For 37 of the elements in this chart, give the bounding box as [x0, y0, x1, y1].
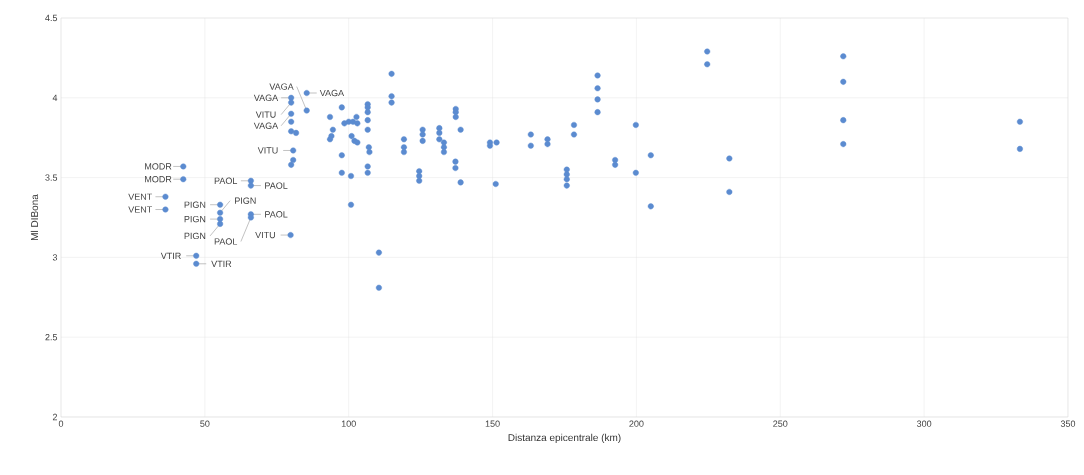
- annotation: VITU: [255, 111, 276, 118]
- annotation: PAOL: [265, 182, 288, 189]
- x-tick-label: 100: [341, 420, 356, 427]
- annotation: VTIR: [160, 252, 181, 259]
- x-tick-label: 200: [629, 420, 644, 427]
- x-tick-label: 300: [916, 420, 932, 427]
- annotation: VAGA: [269, 83, 294, 90]
- y-tick-label: 3.5: [45, 174, 58, 181]
- x-tick-label: 150: [485, 420, 500, 427]
- y-tick-label: 4.5: [45, 14, 58, 22]
- y-tick-label: 3: [52, 254, 58, 261]
- x-axis-title: Distanza epicentrale (km): [508, 433, 621, 444]
- annotation: VTIR: [211, 260, 232, 267]
- annotation: VAGA: [319, 89, 345, 97]
- annotation: VITU: [255, 231, 275, 239]
- annotation: VAGA: [253, 94, 279, 101]
- annotation: MODR: [145, 176, 172, 183]
- annotation: PIGN: [235, 197, 256, 204]
- annotation: PAOL: [214, 177, 238, 184]
- y-tick-label: 4: [52, 94, 58, 101]
- annotation: PAOL: [265, 211, 288, 218]
- y-axis-title: Ml DIBona: [30, 194, 39, 241]
- annotation: PIGN: [184, 215, 206, 223]
- y-tick-label: 2: [52, 413, 58, 421]
- annotation: PIGN: [184, 232, 206, 240]
- x-tick-label: 0: [58, 420, 64, 427]
- x-tick-label: 250: [773, 420, 788, 427]
- x-tick-label: 50: [200, 420, 210, 427]
- y-tick-label: 2.5: [45, 334, 58, 341]
- annotation: MODR: [145, 163, 172, 170]
- annotation: PIGN: [184, 201, 206, 208]
- annotation: VITU: [257, 147, 278, 154]
- annotation: VENT: [128, 206, 153, 213]
- x-tick-label: 350: [1060, 420, 1076, 427]
- annotation: VAGA: [253, 122, 279, 129]
- annotation: PAOL: [214, 238, 238, 245]
- annotation: VENT: [128, 193, 153, 200]
